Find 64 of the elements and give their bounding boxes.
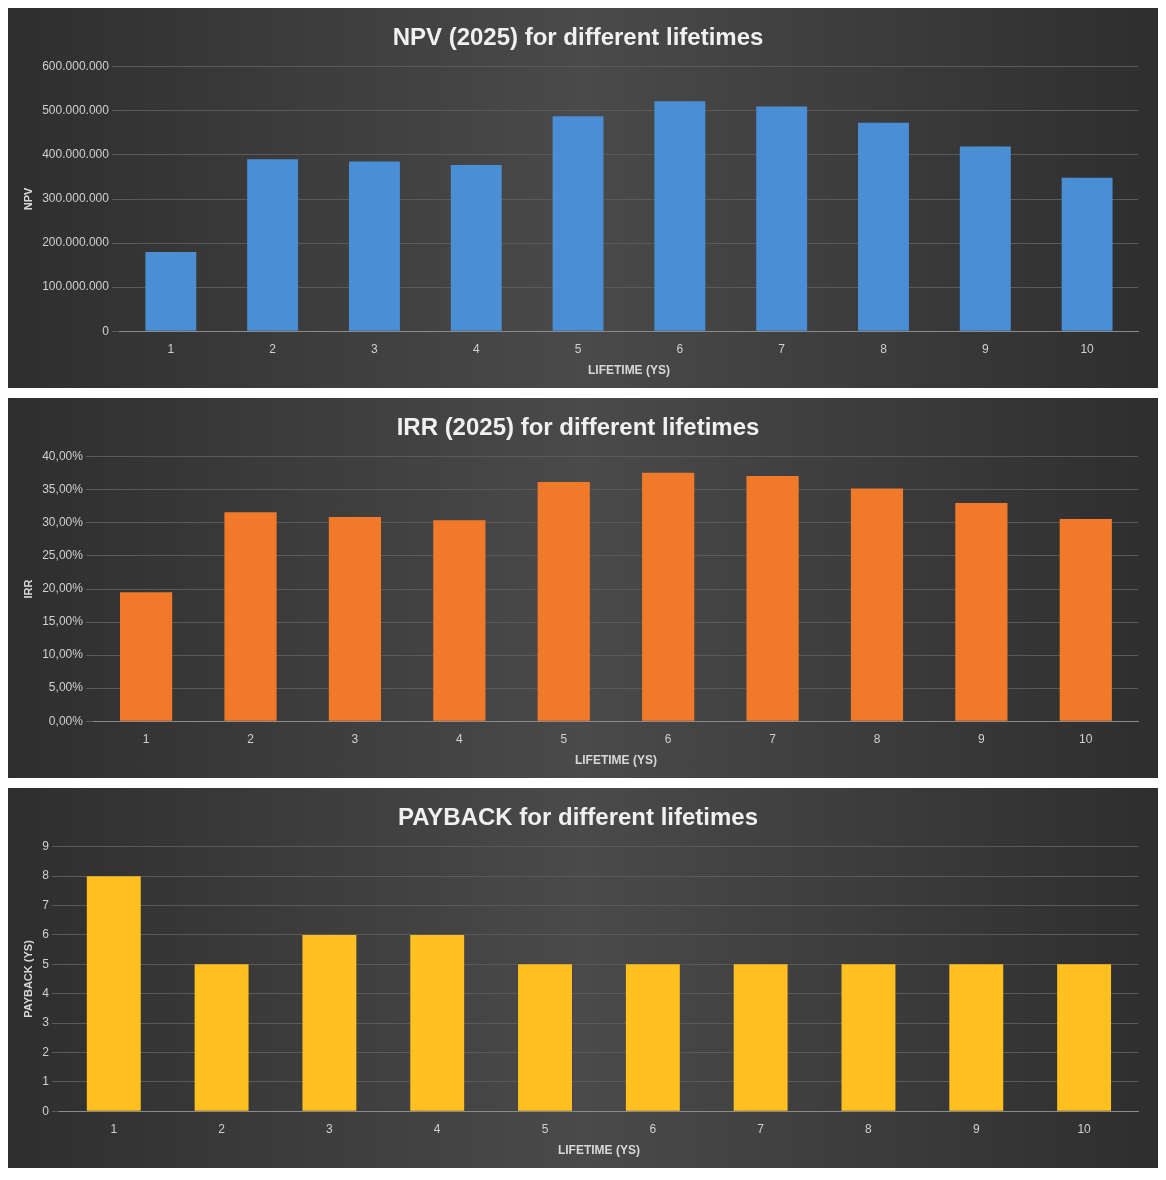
y-tick-label: 8 <box>42 868 50 883</box>
chart-title: IRR (2025) for different lifetimes <box>396 413 760 441</box>
x-tick-label: 9 <box>972 1121 980 1136</box>
x-tick-label: 3 <box>371 341 379 356</box>
x-tick-label: 5 <box>574 341 582 356</box>
x-tick-label: 7 <box>778 341 786 356</box>
x-tick-label: 8 <box>865 1121 873 1136</box>
x-tick-label: 9 <box>978 731 986 746</box>
y-tick-label: 10,00% <box>42 647 84 662</box>
y-tick-label: 500.000.000 <box>42 103 110 118</box>
x-tick-label: 4 <box>455 731 463 746</box>
y-tick-label: 100.000.000 <box>42 279 110 294</box>
x-tick-label: 7 <box>769 731 777 746</box>
x-tick-label: 10 <box>1079 731 1093 746</box>
chart-title: PAYBACK for different lifetimes <box>397 803 759 831</box>
x-axis-title: LIFETIME (YS) <box>557 1143 640 1158</box>
y-tick-label: 9 <box>42 839 50 854</box>
x-tick-label: 2 <box>247 731 255 746</box>
x-tick-label: 8 <box>873 731 881 746</box>
y-tick-label: 30,00% <box>42 515 84 530</box>
y-tick-label: 7 <box>42 897 50 912</box>
x-tick-label: 10 <box>1080 341 1095 356</box>
y-tick-label: 2 <box>42 1044 50 1059</box>
y-axis-title: PAYBACK (YS) <box>21 939 34 1018</box>
x-tick-label: 3 <box>351 731 359 746</box>
x-tick-label: 3 <box>326 1121 334 1136</box>
y-tick-label: 0 <box>42 1103 50 1118</box>
x-tick-label: 6 <box>676 341 684 356</box>
chart-title: NPV (2025) for different lifetimes <box>392 23 764 51</box>
x-tick-label: 7 <box>757 1121 765 1136</box>
y-tick-label: 300.000.000 <box>42 191 110 206</box>
y-tick-label: 20,00% <box>42 581 84 596</box>
x-tick-label: 2 <box>269 341 277 356</box>
x-tick-label: 5 <box>560 731 568 746</box>
y-tick-label: 1 <box>42 1074 50 1089</box>
y-tick-label: 5 <box>42 956 50 971</box>
y-tick-label: 400.000.000 <box>42 147 110 162</box>
y-tick-label: 40,00% <box>42 449 84 464</box>
y-tick-label: 0,00% <box>48 713 84 728</box>
x-tick-label: 4 <box>472 341 480 356</box>
y-tick-label: 600.000.000 <box>42 59 110 74</box>
y-axis-title: NPV <box>21 187 34 211</box>
x-tick-label: 9 <box>981 341 989 356</box>
y-tick-label: 4 <box>42 986 50 1000</box>
x-tick-label: 1 <box>167 341 175 356</box>
x-tick-label: 5 <box>541 1121 549 1136</box>
x-tick-label: 4 <box>433 1121 441 1136</box>
x-axis-title: LIFETIME (YS) <box>587 363 670 378</box>
y-tick-label: 15,00% <box>42 614 84 629</box>
x-tick-label: 1 <box>142 731 150 746</box>
y-tick-label: 25,00% <box>42 548 84 563</box>
x-tick-label: 8 <box>880 341 888 356</box>
x-tick-label: 6 <box>649 1121 657 1136</box>
x-tick-label: 10 <box>1077 1121 1092 1136</box>
y-tick-label: 5,00% <box>48 680 84 695</box>
y-tick-label: 200.000.000 <box>42 235 110 250</box>
y-tick-label: 6 <box>42 927 50 942</box>
y-axis-title: IRR <box>21 579 34 599</box>
y-tick-label: 0 <box>102 323 110 338</box>
y-tick-label: 35,00% <box>42 482 84 497</box>
x-axis-title: LIFETIME (YS) <box>574 753 657 768</box>
x-tick-label: 6 <box>664 731 672 746</box>
x-tick-label: 2 <box>218 1121 226 1136</box>
y-tick-label: 3 <box>42 1015 50 1030</box>
